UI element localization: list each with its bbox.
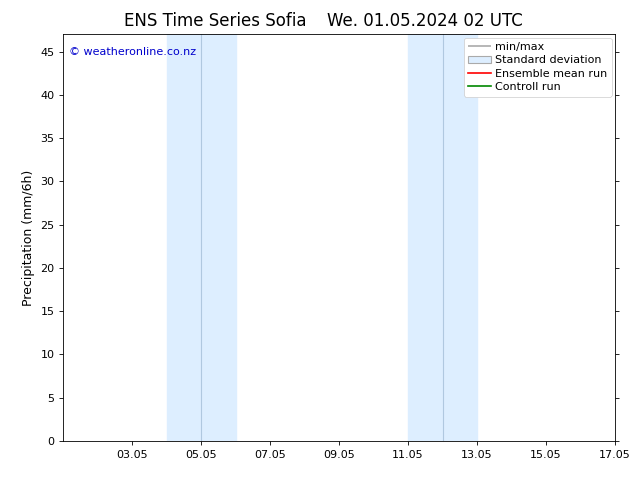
Bar <box>167 34 236 441</box>
Legend: min/max, Standard deviation, Ensemble mean run, Controll run: min/max, Standard deviation, Ensemble me… <box>464 38 612 97</box>
Text: ENS Time Series Sofia: ENS Time Series Sofia <box>124 12 307 30</box>
Bar <box>408 34 477 441</box>
Text: © weatheronline.co.nz: © weatheronline.co.nz <box>69 47 196 56</box>
Text: We. 01.05.2024 02 UTC: We. 01.05.2024 02 UTC <box>327 12 522 30</box>
Y-axis label: Precipitation (mm/6h): Precipitation (mm/6h) <box>22 170 35 306</box>
